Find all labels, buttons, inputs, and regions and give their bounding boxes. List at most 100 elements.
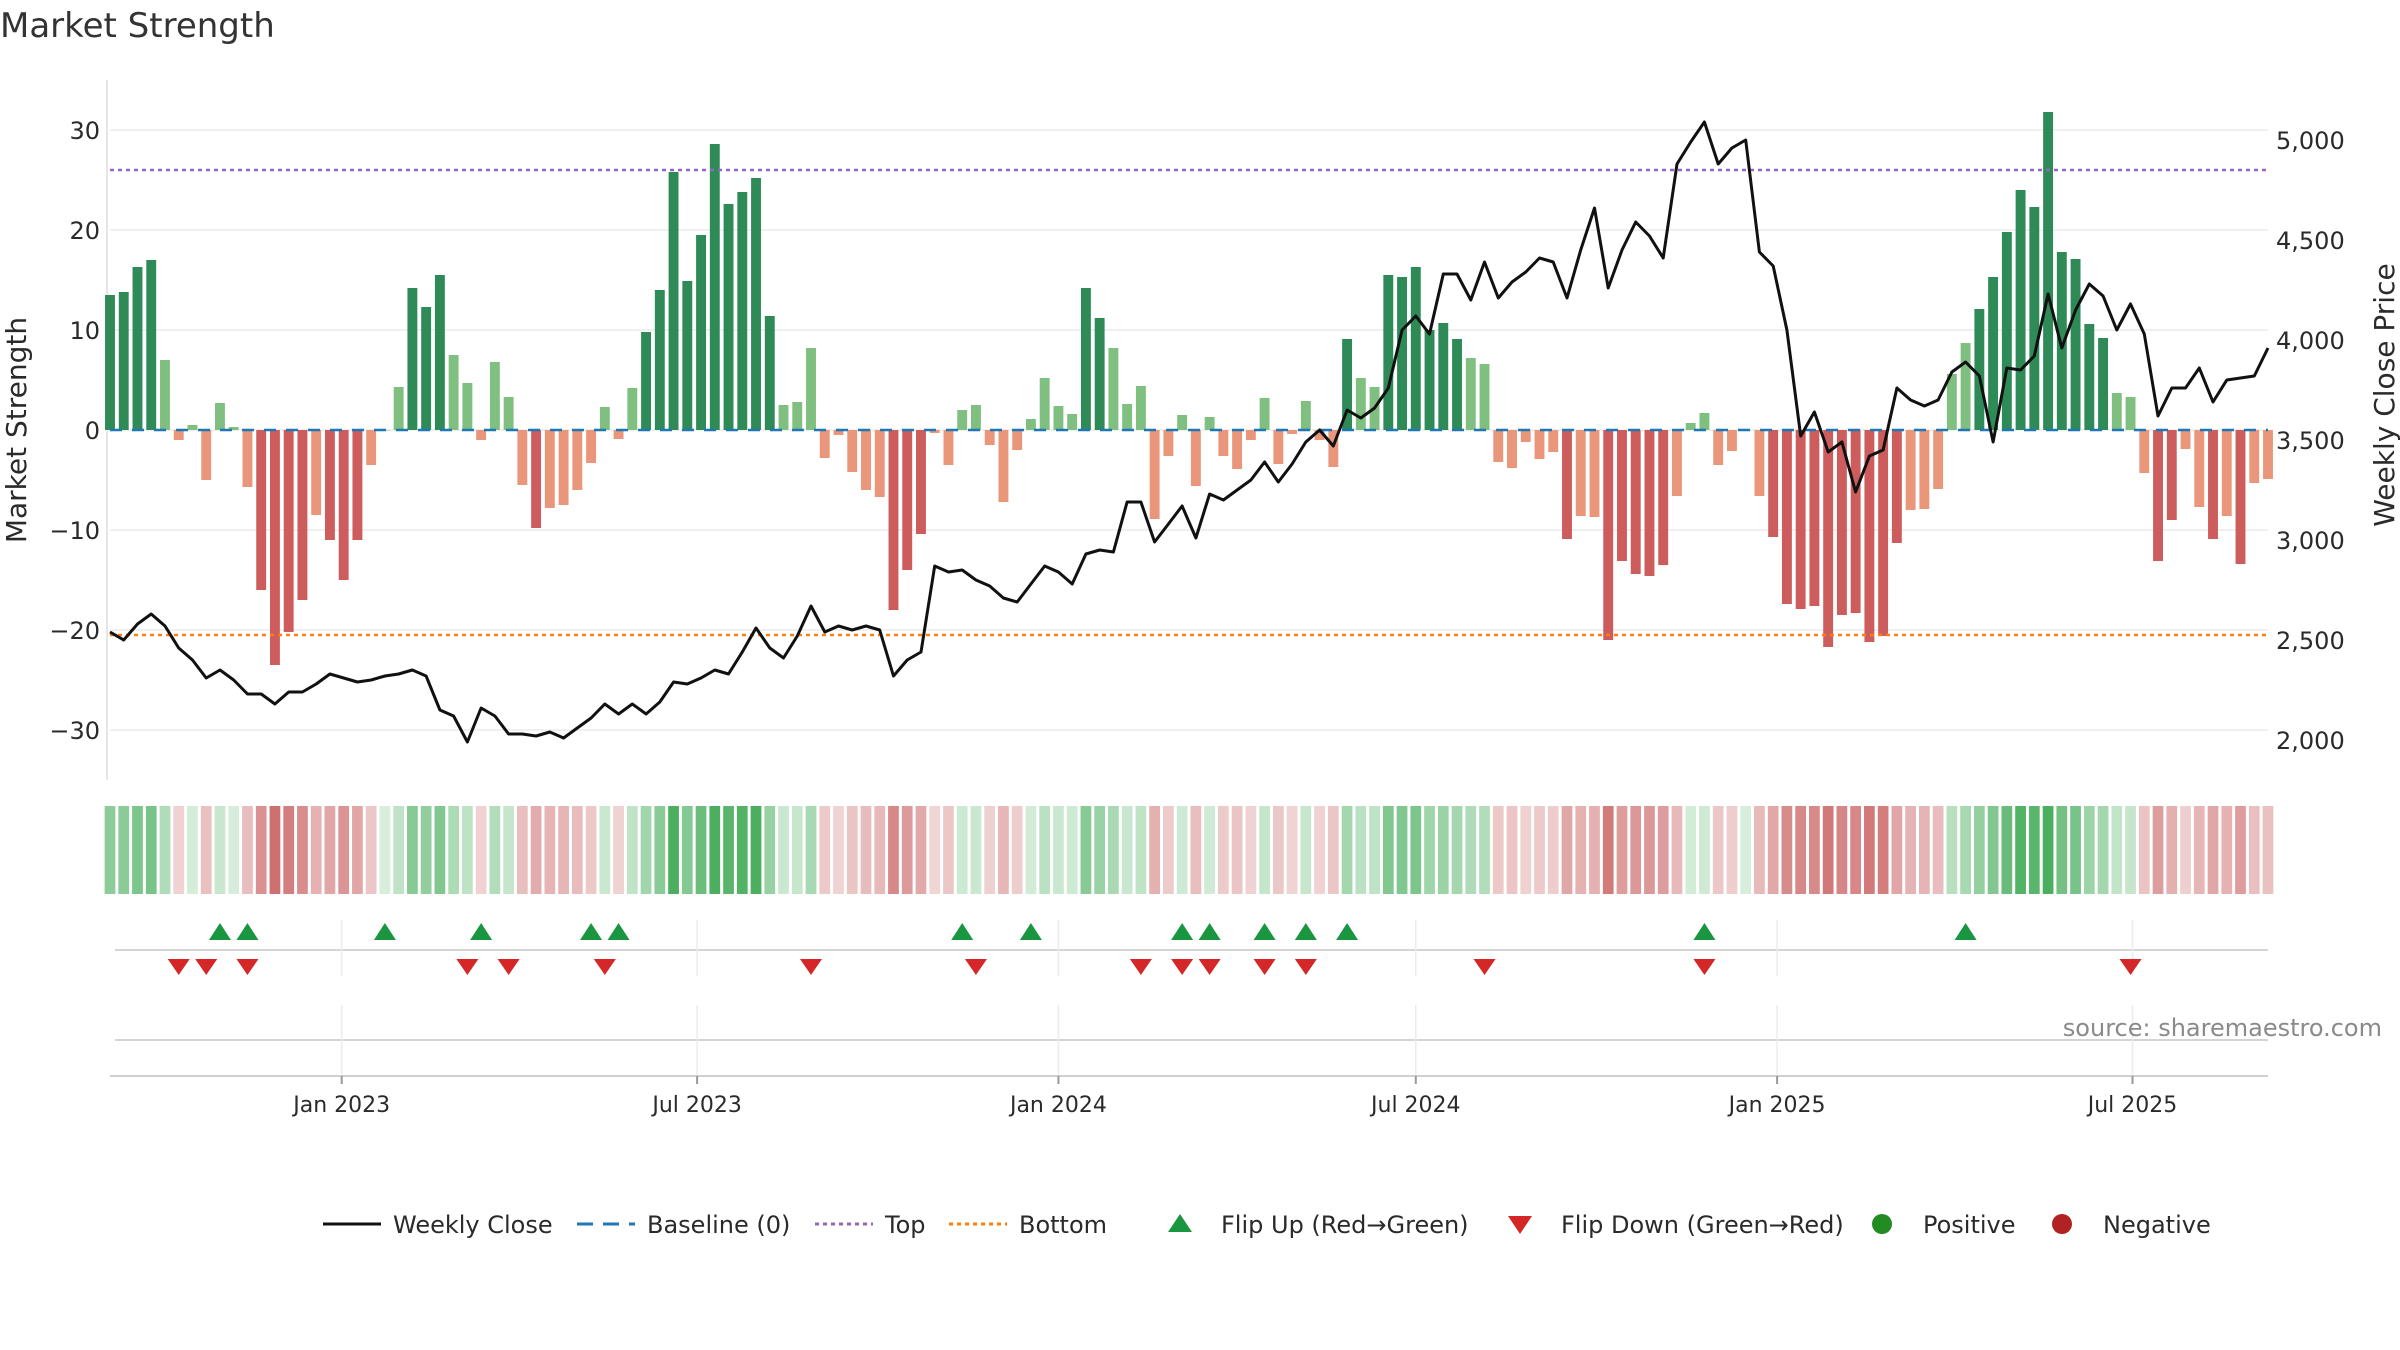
flip-down-marker bbox=[167, 959, 190, 975]
heat-strip-cell bbox=[2193, 806, 2205, 894]
flip-up-marker bbox=[1171, 923, 1194, 940]
strength-bar bbox=[1342, 339, 1353, 430]
heat-strip-cell bbox=[214, 806, 226, 894]
heat-strip-cell bbox=[200, 806, 212, 894]
heat-strip-cell bbox=[159, 806, 171, 894]
strength-bar bbox=[1658, 430, 1669, 565]
heat-strip-cell bbox=[365, 806, 377, 894]
strength-bar bbox=[1177, 415, 1188, 430]
heat-strip-cell bbox=[2097, 806, 2109, 894]
heat-strip-cell bbox=[1135, 806, 1147, 894]
strength-bar bbox=[1039, 378, 1050, 430]
heat-strip-cell bbox=[462, 806, 473, 894]
strength-bar bbox=[1630, 430, 1641, 574]
strength-bar bbox=[311, 430, 322, 515]
heat-strip-cell bbox=[1754, 806, 1765, 894]
heat-strip-cell bbox=[1424, 806, 1435, 894]
strength-bar bbox=[1699, 413, 1710, 430]
heat-strip-cell bbox=[1080, 806, 1092, 894]
heat-strip-cell bbox=[599, 806, 611, 894]
heat-strip-cell bbox=[1506, 806, 1518, 894]
heat-strip-cell bbox=[558, 806, 569, 894]
legend-swatch-flip-down bbox=[1508, 1216, 1532, 1234]
strength-bar bbox=[819, 430, 830, 458]
y2-tick-label: 5,000 bbox=[2276, 127, 2345, 155]
strength-bar bbox=[1548, 430, 1559, 452]
strength-bar bbox=[1919, 430, 1930, 509]
y-tick-label: 10 bbox=[69, 317, 100, 345]
flip-down-marker bbox=[195, 959, 218, 975]
heat-strip-cell bbox=[1245, 806, 1257, 894]
heat-strip-cell bbox=[585, 806, 597, 894]
strength-bar bbox=[627, 388, 638, 430]
chart-title: Market Strength bbox=[0, 6, 275, 46]
strength-bar bbox=[1644, 430, 1655, 576]
heat-strip-cell bbox=[1176, 806, 1188, 894]
strength-bar bbox=[1438, 323, 1449, 430]
heat-strip-cell bbox=[2042, 806, 2054, 894]
heat-strip-cell bbox=[379, 806, 391, 894]
heat-strip-cell bbox=[1396, 806, 1408, 894]
legend-label: Flip Up (Red→Green) bbox=[1221, 1211, 1469, 1239]
strength-bar bbox=[654, 290, 665, 430]
heat-strip-cell bbox=[1547, 806, 1559, 894]
strength-bar bbox=[792, 402, 803, 430]
heat-strip-cell bbox=[736, 806, 748, 894]
heat-strip-cell bbox=[2111, 806, 2123, 894]
heat-strip-cell bbox=[297, 806, 308, 894]
heat-strip-cell bbox=[681, 806, 693, 894]
heat-strip-cell bbox=[420, 806, 432, 894]
legend-label: Baseline (0) bbox=[647, 1211, 790, 1239]
strength-bar bbox=[1259, 398, 1270, 430]
strength-bar bbox=[2043, 112, 2054, 430]
heat-strip-cell bbox=[1795, 806, 1807, 894]
heat-strip-cell bbox=[2125, 806, 2136, 894]
strength-bar bbox=[1603, 430, 1614, 640]
heat-strip-cell bbox=[2207, 806, 2219, 894]
heat-strip-cell bbox=[750, 806, 762, 894]
strength-bar bbox=[1795, 430, 1806, 609]
heat-strip-cell bbox=[1822, 806, 1834, 894]
heat-strip-cell bbox=[104, 806, 116, 894]
flip-up-marker bbox=[951, 923, 974, 940]
strength-bar bbox=[1355, 378, 1366, 430]
flip-down-marker bbox=[1171, 959, 1194, 975]
strength-bar bbox=[2221, 430, 2232, 516]
strength-bar bbox=[242, 430, 253, 487]
strength-bar bbox=[1190, 430, 1201, 486]
strength-bar bbox=[517, 430, 528, 485]
heat-strip-cell bbox=[571, 806, 583, 894]
heat-strip-cell bbox=[1437, 806, 1449, 894]
heat-strip-cell bbox=[1630, 806, 1642, 894]
strength-bar bbox=[1218, 430, 1229, 456]
strength-bar bbox=[641, 332, 652, 430]
heat-strip-cell bbox=[1011, 806, 1023, 894]
heat-strip-cell bbox=[956, 806, 968, 894]
strength-bar bbox=[1520, 430, 1531, 442]
strength-bar bbox=[737, 192, 748, 430]
weekly-close-line bbox=[109, 120, 2270, 744]
strength-bar bbox=[929, 430, 940, 433]
heat-strip-cell bbox=[1327, 806, 1339, 894]
heat-strip-cell bbox=[1905, 806, 1916, 894]
strength-bar bbox=[1878, 430, 1889, 636]
strength-bar bbox=[531, 430, 542, 528]
heat-strip-cell bbox=[1520, 806, 1532, 894]
flip-up-marker bbox=[236, 923, 259, 940]
heat-strip-cell bbox=[2083, 806, 2095, 894]
heat-strip-cell bbox=[984, 806, 996, 894]
strength-bar bbox=[228, 427, 239, 430]
heat-strip-cell bbox=[654, 806, 666, 894]
strength-bar bbox=[1067, 414, 1078, 430]
strength-bar bbox=[2111, 393, 2122, 430]
heat-strip-cell bbox=[338, 806, 350, 894]
strength-bar bbox=[407, 288, 418, 430]
heat-strip-cell bbox=[1479, 806, 1490, 894]
flip-down-marker bbox=[1129, 959, 1152, 975]
flip-up-marker bbox=[580, 923, 603, 940]
heat-strip-cell bbox=[2235, 806, 2246, 894]
heat-strip-cell bbox=[1355, 806, 1367, 894]
heat-strip-cell bbox=[1300, 806, 1312, 894]
strength-bar bbox=[1562, 430, 1572, 539]
flip-up-marker bbox=[373, 923, 396, 940]
